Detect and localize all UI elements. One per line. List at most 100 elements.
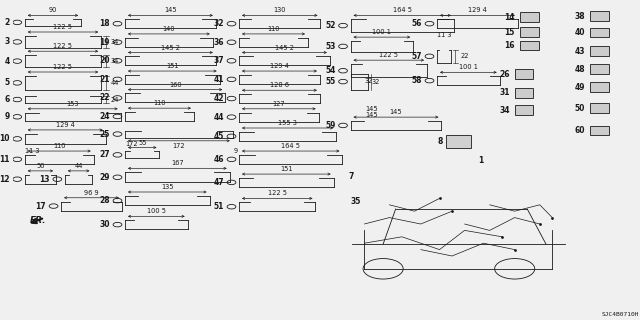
Text: 135: 135 <box>161 184 173 190</box>
Bar <box>590 46 609 56</box>
Text: 145: 145 <box>365 106 378 112</box>
Text: 14: 14 <box>504 13 515 22</box>
Text: 153: 153 <box>67 101 79 107</box>
Text: 110: 110 <box>268 26 280 32</box>
Text: 12: 12 <box>0 175 10 184</box>
Text: 50: 50 <box>575 104 585 113</box>
Text: 25: 25 <box>100 130 110 139</box>
Text: 19: 19 <box>99 38 110 47</box>
Text: 172: 172 <box>125 141 138 148</box>
Text: 45: 45 <box>214 132 224 141</box>
Text: 27: 27 <box>99 150 110 159</box>
Text: 35: 35 <box>351 197 361 206</box>
Text: 11: 11 <box>0 155 10 164</box>
Text: 127: 127 <box>273 101 285 107</box>
Text: 151: 151 <box>166 63 179 69</box>
Text: 49: 49 <box>574 83 585 92</box>
Text: 58: 58 <box>412 76 422 85</box>
Text: 40: 40 <box>574 28 585 37</box>
Text: 44: 44 <box>111 80 119 86</box>
Text: 28: 28 <box>99 196 110 205</box>
Text: 10: 10 <box>0 134 10 143</box>
Text: 145: 145 <box>365 112 378 118</box>
Text: 53: 53 <box>325 42 335 51</box>
Text: 32: 32 <box>372 79 380 84</box>
Text: 56: 56 <box>412 19 422 28</box>
Text: 34: 34 <box>499 106 509 115</box>
Text: 129 4: 129 4 <box>468 7 487 13</box>
Text: 54: 54 <box>325 66 335 75</box>
Text: 20: 20 <box>99 56 110 65</box>
Text: 172: 172 <box>173 143 185 149</box>
Text: 60: 60 <box>574 126 585 135</box>
Text: 9: 9 <box>234 148 238 154</box>
Text: 167: 167 <box>171 160 184 166</box>
Text: 122 5: 122 5 <box>54 24 72 30</box>
Text: 50: 50 <box>36 163 45 169</box>
Text: 43: 43 <box>574 47 585 56</box>
Text: 29: 29 <box>99 173 110 182</box>
Text: SJC4B0710H: SJC4B0710H <box>601 312 639 317</box>
Text: 18: 18 <box>99 19 110 28</box>
Text: 55: 55 <box>138 140 147 146</box>
Text: 22: 22 <box>460 53 468 59</box>
Text: 44: 44 <box>214 113 224 122</box>
Bar <box>590 126 609 135</box>
Text: 122 5: 122 5 <box>268 190 287 196</box>
Text: 7: 7 <box>348 172 354 180</box>
Text: 47: 47 <box>213 178 224 187</box>
Text: 100 1: 100 1 <box>372 29 391 35</box>
Bar <box>590 11 609 21</box>
Text: 59: 59 <box>325 121 335 130</box>
Text: 100 5: 100 5 <box>147 208 166 214</box>
Text: 22: 22 <box>99 93 110 102</box>
Text: 128 6: 128 6 <box>270 82 289 88</box>
Text: 46: 46 <box>214 155 224 164</box>
Text: 110: 110 <box>153 100 166 106</box>
Bar <box>515 69 534 79</box>
Text: 30: 30 <box>99 220 110 229</box>
Text: 1: 1 <box>478 156 484 165</box>
Text: 31: 31 <box>499 88 509 97</box>
Text: 129 4: 129 4 <box>56 122 75 128</box>
Bar <box>590 82 609 92</box>
Text: 110: 110 <box>53 143 65 149</box>
Text: 96 9: 96 9 <box>84 190 99 196</box>
Text: 122 5: 122 5 <box>54 64 72 70</box>
Text: 16: 16 <box>504 41 515 50</box>
Text: 164 5: 164 5 <box>281 143 300 149</box>
Text: 38: 38 <box>574 12 585 20</box>
Bar <box>515 105 534 115</box>
Bar <box>446 135 471 148</box>
Text: 41: 41 <box>214 75 224 84</box>
Text: 51: 51 <box>214 202 224 211</box>
Text: 34: 34 <box>111 58 119 64</box>
Text: 26: 26 <box>499 70 509 79</box>
Bar <box>520 41 538 50</box>
Text: FR.: FR. <box>30 216 47 225</box>
Text: 44: 44 <box>74 163 83 169</box>
Text: 160: 160 <box>169 82 181 88</box>
Text: 5: 5 <box>4 78 10 87</box>
Text: 2: 2 <box>4 18 10 27</box>
Text: 48: 48 <box>574 65 585 74</box>
Text: 151: 151 <box>280 166 292 172</box>
Text: 9: 9 <box>4 112 10 121</box>
Text: 32: 32 <box>214 19 224 28</box>
Bar <box>515 88 534 98</box>
Text: 122 5: 122 5 <box>54 43 72 49</box>
Text: 8: 8 <box>437 137 443 146</box>
Text: 129 4: 129 4 <box>270 63 289 69</box>
Text: 145: 145 <box>164 7 177 13</box>
Text: 55: 55 <box>325 77 335 86</box>
Text: 130: 130 <box>273 7 286 13</box>
Text: 11 3: 11 3 <box>437 32 451 38</box>
Text: 17: 17 <box>35 202 46 211</box>
Text: 145 2: 145 2 <box>161 44 180 51</box>
Text: 37: 37 <box>213 56 224 65</box>
Bar <box>590 64 609 74</box>
Text: 36: 36 <box>214 38 224 47</box>
Text: 11 3: 11 3 <box>25 148 39 154</box>
Bar <box>590 103 609 113</box>
Text: 57: 57 <box>412 52 422 61</box>
